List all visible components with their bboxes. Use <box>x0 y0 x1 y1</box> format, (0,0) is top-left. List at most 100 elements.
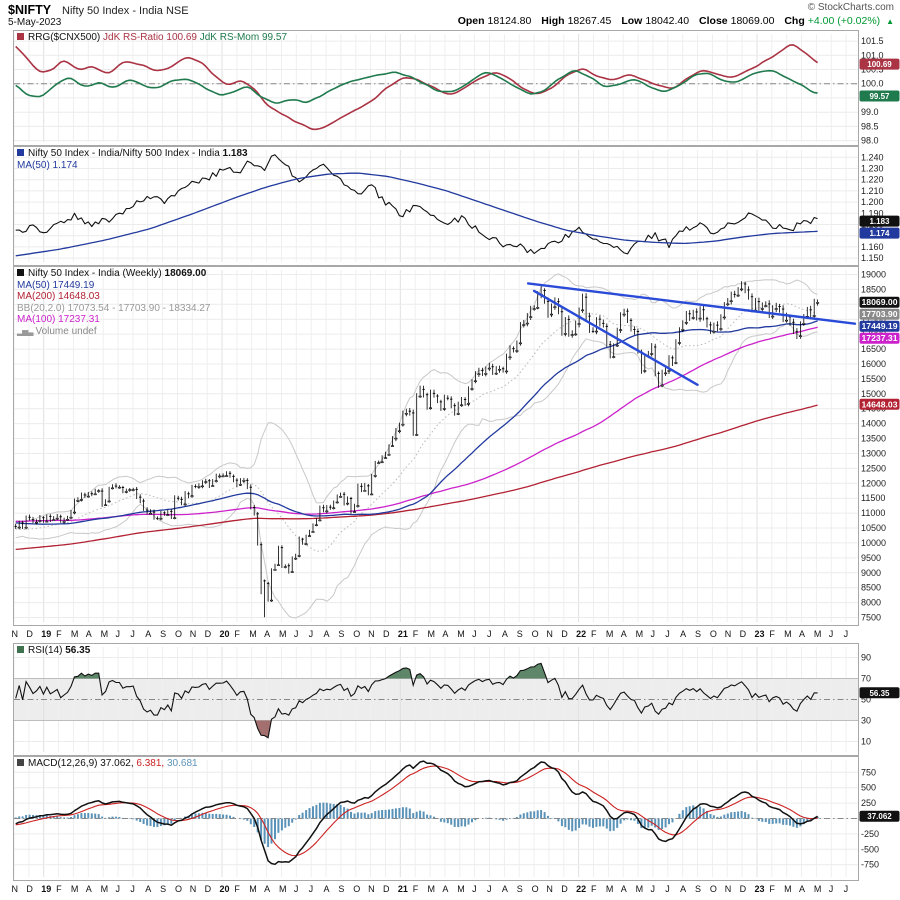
x-axis-label: D <box>561 629 568 639</box>
gridlines <box>13 270 858 622</box>
x-axis-label: J <box>293 884 299 894</box>
up-arrow-icon: ▲ <box>886 17 894 26</box>
high-value: 18267.45 <box>567 15 612 27</box>
price-candlestick-panel: 1900018500180001750017000165001600015500… <box>0 266 900 626</box>
svg-text:13000: 13000 <box>861 449 886 459</box>
x-axis-label: S <box>516 629 523 639</box>
ma50-line <box>15 320 818 525</box>
x-axis-label: J <box>472 884 477 894</box>
x-axis-label: 19 <box>41 629 52 639</box>
low-label: Low <box>621 15 643 27</box>
x-axis-label: O <box>353 629 361 639</box>
svg-text:99.57: 99.57 <box>869 92 890 101</box>
svg-text:50: 50 <box>861 695 871 705</box>
x-axis-label: J <box>472 629 477 639</box>
svg-text:12000: 12000 <box>861 478 886 488</box>
x-axis-label: M <box>605 629 614 639</box>
svg-text:30: 30 <box>861 716 871 726</box>
svg-text:16000: 16000 <box>861 359 886 369</box>
ratio-indicator-panel: 1.2401.2301.2201.2101.2001.1901.1801.170… <box>0 146 900 266</box>
x-axis-label: A <box>145 629 152 639</box>
x-axis-label: F <box>56 884 62 894</box>
x-axis-label: 21 <box>397 629 408 639</box>
x-axis-label: S <box>516 884 523 894</box>
x-axis-label: M <box>784 884 792 894</box>
x-axis-label: F <box>591 629 597 639</box>
x-axis-label: A <box>264 884 271 894</box>
x-axis-label: 22 <box>576 629 587 639</box>
close-value: 18069.00 <box>730 15 775 27</box>
price-plot: 1900018500180001750017000165001600015500… <box>13 266 900 626</box>
svg-text:90: 90 <box>861 653 871 663</box>
x-axis-label: F <box>591 884 597 894</box>
x-axis-label: S <box>338 884 345 894</box>
ratio-series-MA(50) <box>15 172 818 257</box>
x-axis-label: 23 <box>754 629 765 639</box>
x-axis-label: J <box>843 629 849 639</box>
rsi-line <box>15 662 818 739</box>
x-axis-label: N <box>189 884 197 894</box>
chg-value: +4.00 (+0.02%) <box>807 15 881 27</box>
svg-text:18500: 18500 <box>861 284 886 294</box>
x-axis-label: J <box>650 629 655 639</box>
svg-text:17703.90: 17703.90 <box>862 310 899 319</box>
x-axis-label: J <box>115 629 121 639</box>
x-axis-label: J <box>650 884 655 894</box>
x-axis-label: A <box>620 884 627 894</box>
svg-text:56.35: 56.35 <box>869 689 890 698</box>
svg-text:99.0: 99.0 <box>861 107 879 117</box>
svg-text:1.183: 1.183 <box>869 217 890 226</box>
y-axis-labels: 1.2401.2301.2201.2101.2001.1901.1801.170… <box>861 152 884 263</box>
x-axis-label: J <box>308 884 314 894</box>
svg-text:500: 500 <box>861 783 876 793</box>
panel-frame <box>13 30 859 146</box>
svg-text:101.0: 101.0 <box>861 50 884 60</box>
low-value: 18042.40 <box>645 15 690 27</box>
svg-text:8000: 8000 <box>861 598 881 608</box>
svg-text:11000: 11000 <box>861 508 885 518</box>
x-axis-label: J <box>828 629 834 639</box>
x-axis-label: J <box>293 629 299 639</box>
ratio-series-ratio <box>15 154 818 255</box>
svg-text:1.160: 1.160 <box>861 242 884 252</box>
x-axis-label: A <box>85 884 92 894</box>
x-axis-label: A <box>501 884 508 894</box>
x-axis-label: M <box>70 884 79 894</box>
x-axis-label: 19 <box>41 884 52 894</box>
svg-text:17237.31: 17237.31 <box>862 334 899 343</box>
x-axis-label: J <box>828 884 834 894</box>
svg-text:9500: 9500 <box>861 553 881 563</box>
x-axis-label: A <box>85 629 92 639</box>
rrg-plot: 101.5101.0100.5100.099.599.098.598.0100.… <box>13 30 900 146</box>
price-pills: 18069.00 17703.90 17449.19 17237.31 14648.03 <box>859 296 900 410</box>
svg-text:98.0: 98.0 <box>861 136 879 146</box>
x-axis-label: F <box>769 884 775 894</box>
x-axis-label: N <box>368 629 375 639</box>
x-axis-label: D <box>382 629 390 639</box>
svg-text:7500: 7500 <box>861 613 881 623</box>
x-axis-label: D <box>739 629 747 639</box>
x-axis-label: M <box>427 884 436 894</box>
x-axis-label: O <box>174 884 182 894</box>
rsi-overbought-fill <box>14 663 858 679</box>
x-axis-label: O <box>709 629 717 639</box>
svg-text:15500: 15500 <box>861 374 886 384</box>
macd-line <box>15 760 818 866</box>
panel-frame <box>13 266 859 626</box>
x-axis-label: J <box>115 884 121 894</box>
x-axis-label: S <box>695 629 702 639</box>
svg-text:16500: 16500 <box>861 344 886 354</box>
bb-mid <box>15 303 818 552</box>
svg-text:101.5: 101.5 <box>861 36 884 46</box>
close-label: Close <box>699 15 728 27</box>
x-axis-label: S <box>160 629 167 639</box>
rsi-indicator-panel: 90 70 50 30 10 56.35 RSI(14) 56.35 <box>0 643 900 756</box>
x-axis-top: N D 19 F M A M J J A S O N D 20 F M A M J J A S O N D 21 F M A M J J A S O N… <box>0 626 900 643</box>
svg-text:13500: 13500 <box>861 434 886 444</box>
x-axis-label: J <box>130 884 135 894</box>
x-axis-label: 20 <box>219 629 230 639</box>
svg-text:70: 70 <box>861 674 871 684</box>
x-axis-label: D <box>204 629 212 639</box>
x-axis-label: N <box>724 884 732 894</box>
